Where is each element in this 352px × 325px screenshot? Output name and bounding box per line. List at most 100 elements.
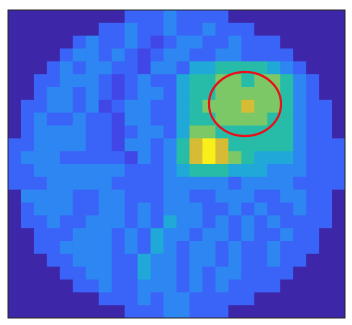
heatmap-cell — [85, 61, 100, 75]
heatmap-cell — [267, 279, 281, 293]
heatmap-cell — [267, 189, 281, 203]
heatmap-cell — [293, 99, 307, 114]
heatmap-cell — [215, 61, 229, 75]
heatmap-cell — [98, 112, 113, 126]
heatmap-cell — [150, 125, 164, 139]
heatmap-cell — [267, 151, 281, 165]
heatmap-cell — [176, 279, 190, 293]
heatmap-cell — [280, 164, 294, 178]
heatmap-cell — [306, 228, 320, 242]
heatmap-cell — [150, 48, 164, 62]
heatmap-cell — [176, 35, 190, 49]
heatmap-cell — [20, 305, 35, 319]
heatmap-cell — [280, 202, 294, 216]
heatmap-cell — [280, 228, 294, 242]
heatmap-cell — [124, 266, 139, 280]
heatmap-cell — [228, 164, 242, 178]
heatmap-cell — [85, 305, 100, 319]
heatmap-cell — [254, 48, 268, 62]
heatmap-cell — [306, 112, 320, 126]
heatmap-cell — [332, 87, 346, 101]
heatmap-cell — [20, 112, 35, 126]
heatmap-cell — [319, 189, 333, 203]
heatmap-cell — [20, 74, 35, 88]
heatmap-cell — [280, 189, 294, 203]
heatmap-cell — [137, 74, 151, 88]
heatmap-cell — [85, 176, 100, 191]
heatmap-cell — [150, 292, 164, 306]
heatmap-cell — [150, 215, 164, 229]
heatmap-cell — [98, 22, 113, 37]
heatmap-cell — [254, 99, 268, 114]
heatmap-cell — [124, 10, 139, 24]
heatmap-cell — [306, 305, 320, 319]
heatmap-cell — [33, 176, 48, 191]
heatmap-cell — [124, 164, 139, 178]
heatmap-cell — [33, 228, 48, 242]
heatmap-cell — [189, 176, 203, 191]
heatmap-cell — [163, 22, 177, 37]
heatmap-cell — [8, 266, 22, 280]
heatmap-cell — [332, 138, 346, 152]
heatmap-cell — [293, 138, 307, 152]
heatmap-cell — [98, 241, 113, 255]
heatmap-cell — [293, 112, 307, 126]
heatmap-cell — [215, 125, 229, 139]
heatmap-cell — [241, 189, 255, 203]
heatmap-cell — [124, 48, 139, 62]
heatmap-cell — [228, 253, 242, 268]
heatmap-cell — [202, 189, 216, 203]
heatmap-cell — [8, 74, 22, 88]
heatmap-cell — [150, 112, 164, 126]
heatmap-cell — [20, 279, 35, 293]
heatmap-cell — [98, 164, 113, 178]
heatmap-cell — [267, 176, 281, 191]
heatmap-cell — [202, 292, 216, 306]
heatmap-cell — [267, 35, 281, 49]
heatmap-cell — [293, 74, 307, 88]
heatmap-cell — [72, 292, 87, 306]
heatmap-cell — [332, 61, 346, 75]
heatmap-cell — [228, 99, 242, 114]
heatmap-cell — [8, 125, 22, 139]
heatmap-cell — [33, 189, 48, 203]
heatmap-cell — [137, 279, 151, 293]
heatmap-cell — [319, 99, 333, 114]
heatmap-cell — [137, 87, 151, 101]
heatmap-cell — [215, 266, 229, 280]
heatmap-cell — [98, 228, 113, 242]
heatmap-cell — [8, 48, 22, 62]
heatmap-cell — [72, 112, 87, 126]
heatmap-cell — [85, 10, 100, 24]
heatmap-cell — [111, 202, 126, 216]
heatmap-cell — [306, 48, 320, 62]
heatmap-cell — [59, 215, 74, 229]
heatmap-cell — [202, 305, 216, 319]
heatmap-cell — [150, 305, 164, 319]
heatmap-cell — [202, 253, 216, 268]
heatmap-cell — [8, 61, 22, 75]
heatmap-cell — [228, 189, 242, 203]
heatmap-cell — [59, 164, 74, 178]
heatmap-cell — [111, 87, 126, 101]
heatmap-cell — [176, 241, 190, 255]
heatmap-cell — [267, 74, 281, 88]
heatmap-cell — [137, 22, 151, 37]
heatmap-cell — [189, 164, 203, 178]
heatmap-cell — [293, 61, 307, 75]
heatmap-cell — [293, 292, 307, 306]
heatmap-cell — [111, 112, 126, 126]
heatmap-cell — [293, 228, 307, 242]
heatmap-cell — [85, 241, 100, 255]
heatmap-cell — [332, 202, 346, 216]
heatmap-cell — [98, 10, 113, 24]
heatmap-cell — [150, 176, 164, 191]
heatmap-cell — [306, 164, 320, 178]
heatmap-cell — [228, 151, 242, 165]
heatmap-cell — [163, 189, 177, 203]
heatmap-cell — [189, 305, 203, 319]
heatmap-cell — [280, 125, 294, 139]
heatmap-cell — [176, 253, 190, 268]
